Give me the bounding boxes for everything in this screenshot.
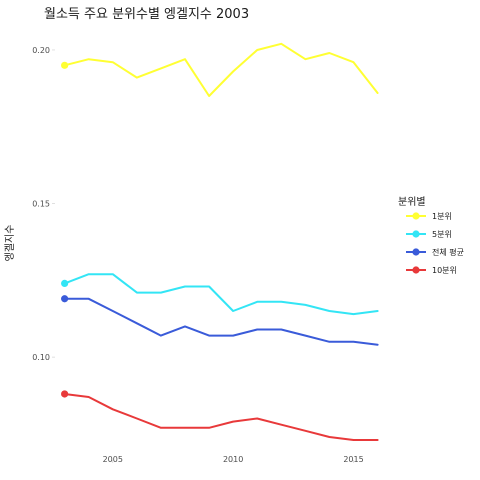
legend-swatch-point <box>412 230 420 238</box>
legend-item: 10분위 <box>406 266 457 275</box>
x-tick-label: 2015 <box>343 455 363 464</box>
series-line-1 <box>63 42 379 97</box>
legend-item: 전체 평균 <box>406 247 464 257</box>
x-tick-label: 2010 <box>223 455 243 464</box>
legend-swatch-point <box>412 248 420 256</box>
y-tick-label: 0.10 <box>32 353 50 362</box>
legend-item: 1분위 <box>406 212 452 221</box>
legend-title: 분위별 <box>398 195 426 208</box>
legend-label: 5분위 <box>432 230 452 239</box>
x-axis: 2005 2010 2015 <box>103 455 364 464</box>
x-tick-label: 2005 <box>103 455 123 464</box>
legend-label: 10분위 <box>432 266 457 275</box>
series-line-4 <box>63 393 379 441</box>
series-point-1 <box>61 61 69 69</box>
series-line-3 <box>63 297 379 346</box>
series-point-3 <box>61 295 69 303</box>
legend-swatch-point <box>412 212 420 220</box>
y-axis: 0.10 0.15 0.20 <box>32 46 55 362</box>
series-point-2 <box>61 279 69 287</box>
legend-item: 5분위 <box>406 230 452 239</box>
plot-area <box>61 42 379 441</box>
legend-label: 1분위 <box>432 212 452 221</box>
series-point-4 <box>61 390 69 398</box>
series-line-2 <box>63 273 379 316</box>
y-tick-label: 0.15 <box>32 200 50 209</box>
y-tick-label: 0.20 <box>32 46 50 55</box>
y-axis-label: 엥겔지수 <box>4 225 16 262</box>
legend-label: 전체 평균 <box>432 247 464 257</box>
legend-swatch-point <box>412 266 420 274</box>
chart-title: 월소득 주요 분위수별 엥겔지수 2003 <box>44 7 249 22</box>
